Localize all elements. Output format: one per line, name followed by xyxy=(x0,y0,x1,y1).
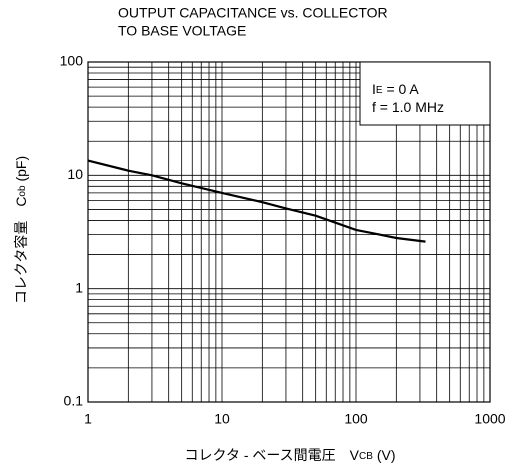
chart-title: TO BASE VOLTAGE xyxy=(118,23,246,39)
plot-frame xyxy=(87,61,491,403)
annotation-rest: = 0 A xyxy=(383,81,420,97)
y-axis-label: コレクタ容量 Cob (pF) xyxy=(13,156,29,304)
annotation-sub: E xyxy=(376,85,383,96)
y-tick-label: 10 xyxy=(67,166,83,182)
x-axis-label-sub: CB xyxy=(359,451,373,462)
x-tick-label: 1 xyxy=(84,411,92,427)
x-axis-label-text: コレクタ - ベース間電圧 V xyxy=(185,447,360,463)
annotation: f = 1.0 MHz xyxy=(372,99,444,115)
annotation-text: f = 1.0 MHz xyxy=(372,99,444,115)
y-axis-label-text: コレクタ容量 C xyxy=(13,197,29,305)
data-line xyxy=(87,159,426,243)
y-tick-label: 1 xyxy=(75,279,83,295)
x-axis-label-unit: (V) xyxy=(373,447,396,463)
annotation-box xyxy=(359,61,491,126)
chart-title: OUTPUT CAPACITANCE vs. COLLECTOR xyxy=(118,5,388,21)
y-axis-label-sub: ob xyxy=(17,185,28,197)
y-axis-label-unit: (pF) xyxy=(13,156,29,186)
x-tick-label: 10 xyxy=(214,411,230,427)
x-axis-label: コレクタ - ベース間電圧 VCB (V) xyxy=(185,447,396,463)
annotation: IE = 0 A xyxy=(372,81,419,97)
annotation-text: I xyxy=(372,81,376,97)
y-tick-label: 100 xyxy=(60,53,84,69)
x-tick-label: 1000 xyxy=(474,411,505,427)
x-tick-label: 100 xyxy=(344,411,368,427)
y-tick-label: 0.1 xyxy=(64,393,84,409)
